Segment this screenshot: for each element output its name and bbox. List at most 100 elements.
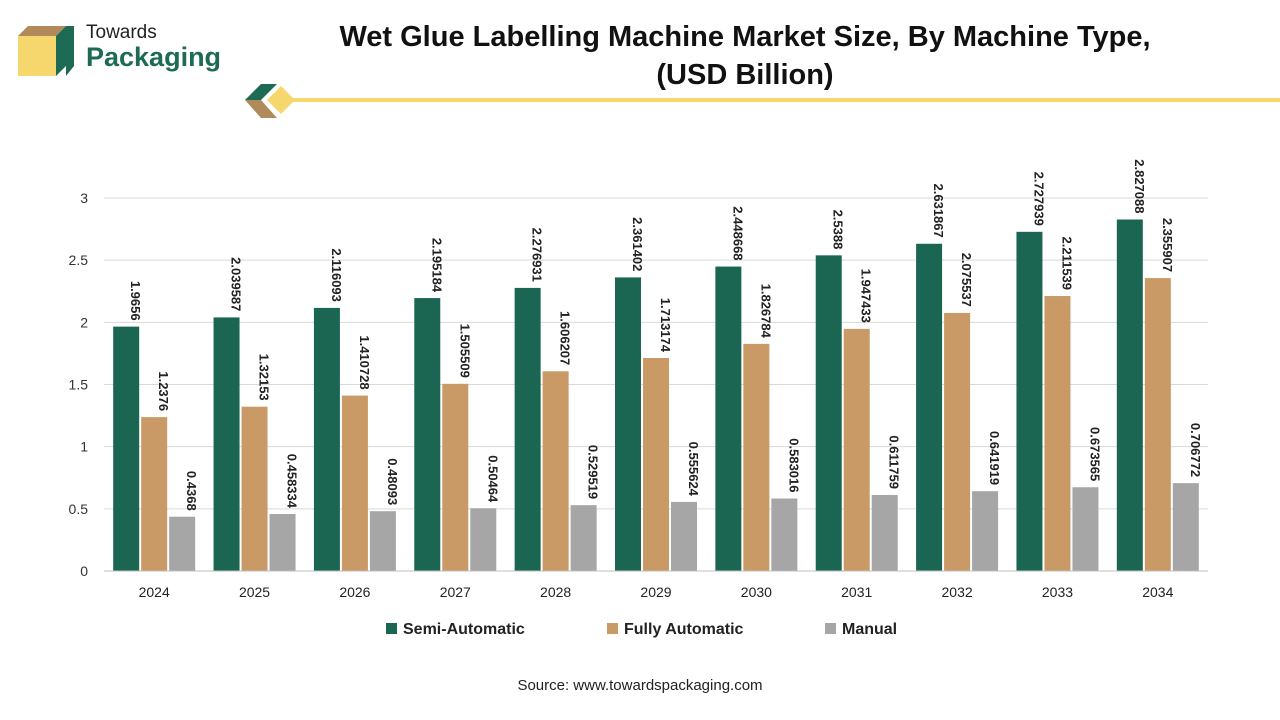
data-label: 1.32153 bbox=[257, 354, 272, 401]
bar bbox=[169, 516, 196, 571]
data-label: 2.361402 bbox=[630, 217, 645, 271]
legend-label: Fully Automatic bbox=[624, 621, 744, 638]
y-tick-label: 3 bbox=[80, 190, 88, 206]
bar bbox=[369, 511, 396, 571]
bar bbox=[213, 317, 240, 571]
bar bbox=[715, 266, 742, 571]
bar bbox=[241, 406, 268, 571]
x-tick-label: 2029 bbox=[640, 584, 671, 600]
x-tick-label: 2025 bbox=[239, 584, 270, 600]
data-label: 1.606207 bbox=[558, 311, 573, 365]
y-tick-label: 1.5 bbox=[69, 377, 89, 393]
bar bbox=[1172, 483, 1199, 571]
deco-diamond-yellow bbox=[267, 86, 295, 114]
data-label: 2.211539 bbox=[1059, 237, 1074, 291]
data-label: 2.5388 bbox=[831, 210, 846, 250]
legend-swatch bbox=[386, 623, 397, 634]
bar bbox=[442, 383, 469, 571]
x-tick-label: 2027 bbox=[440, 584, 471, 600]
data-label: 0.50464 bbox=[485, 455, 500, 503]
bar bbox=[972, 491, 999, 571]
data-label: 1.2376 bbox=[156, 371, 171, 411]
towards-packaging-logo bbox=[18, 26, 74, 76]
bar bbox=[916, 243, 943, 571]
chart-title: Wet Glue Labelling Machine Market Size, … bbox=[270, 18, 1220, 94]
data-label: 2.075537 bbox=[959, 253, 974, 307]
data-label: 0.706772 bbox=[1188, 423, 1203, 477]
logo-text-packaging: Packaging bbox=[86, 42, 222, 72]
deco-line bbox=[293, 98, 1280, 102]
data-label: 0.555624 bbox=[686, 442, 701, 497]
y-tick-label: 2 bbox=[80, 314, 88, 330]
bar bbox=[414, 298, 441, 571]
bar bbox=[1116, 219, 1143, 571]
bar bbox=[141, 417, 168, 571]
logo-box-front bbox=[18, 36, 56, 76]
data-label: 2.116093 bbox=[329, 248, 344, 302]
data-label: 0.673565 bbox=[1087, 427, 1102, 481]
data-label: 1.505509 bbox=[457, 324, 472, 378]
logo-box-top bbox=[18, 26, 66, 36]
legend-label: Manual bbox=[842, 621, 897, 638]
bar bbox=[1016, 231, 1043, 572]
bar bbox=[113, 326, 140, 571]
x-tick-label: 2028 bbox=[540, 584, 571, 600]
legend-swatch bbox=[825, 623, 836, 634]
data-label: 2.195184 bbox=[429, 238, 444, 293]
data-label: 0.529519 bbox=[586, 445, 601, 499]
bar bbox=[1044, 296, 1071, 571]
data-label: 1.713174 bbox=[658, 298, 673, 353]
x-tick-label: 2031 bbox=[841, 584, 872, 600]
data-label: 0.641919 bbox=[987, 431, 1002, 485]
bar bbox=[1072, 487, 1099, 571]
bar bbox=[542, 371, 569, 571]
title-decoration bbox=[245, 84, 1280, 118]
data-label: 2.355907 bbox=[1160, 218, 1175, 272]
bar bbox=[815, 255, 842, 571]
x-tick-label: 2032 bbox=[942, 584, 973, 600]
data-label: 2.727939 bbox=[1031, 172, 1046, 226]
bar bbox=[269, 514, 296, 571]
data-label: 0.611759 bbox=[887, 435, 902, 489]
data-label: 2.276931 bbox=[530, 228, 545, 282]
bar bbox=[470, 508, 497, 571]
y-tick-label: 0 bbox=[80, 563, 88, 579]
y-tick-label: 0.5 bbox=[69, 501, 89, 517]
x-tick-label: 2030 bbox=[741, 584, 772, 600]
bar bbox=[643, 357, 669, 571]
logo-box-side bbox=[56, 26, 66, 76]
y-tick-label: 1 bbox=[80, 439, 88, 455]
bar bbox=[514, 287, 541, 571]
data-label: 1.9656 bbox=[128, 281, 143, 321]
x-tick-label: 2024 bbox=[139, 584, 170, 600]
bar bbox=[743, 343, 770, 571]
bar bbox=[944, 312, 971, 571]
data-label: 2.039587 bbox=[229, 257, 244, 311]
bar bbox=[570, 505, 597, 571]
x-tick-label: 2033 bbox=[1042, 584, 1073, 600]
deco-diamond-green bbox=[245, 84, 277, 100]
data-label: 0.48093 bbox=[385, 458, 400, 505]
deco-diamond-brown bbox=[245, 100, 277, 118]
data-label: 0.4368 bbox=[184, 471, 199, 511]
data-label: 2.448668 bbox=[730, 206, 745, 260]
y-tick-label: 2.5 bbox=[69, 252, 89, 268]
data-label: 1.947433 bbox=[859, 269, 874, 323]
data-label: 1.410728 bbox=[357, 335, 372, 389]
data-label: 2.827088 bbox=[1132, 159, 1147, 213]
bar bbox=[341, 395, 368, 571]
data-label: 0.583016 bbox=[786, 438, 801, 492]
source-note: Source: www.towardspackaging.com bbox=[517, 677, 763, 694]
data-label: 2.631867 bbox=[931, 184, 946, 238]
chart-title-line1: Wet Glue Labelling Machine Market Size, … bbox=[339, 21, 1151, 53]
bar bbox=[1144, 278, 1171, 571]
data-label: 0.458334 bbox=[285, 454, 300, 509]
logo-box-side-2 bbox=[66, 26, 74, 76]
bar bbox=[843, 328, 870, 571]
x-tick-label: 2026 bbox=[339, 584, 370, 600]
bar bbox=[671, 501, 697, 571]
bar bbox=[871, 494, 898, 571]
bar bbox=[615, 277, 641, 571]
bar bbox=[313, 307, 340, 571]
